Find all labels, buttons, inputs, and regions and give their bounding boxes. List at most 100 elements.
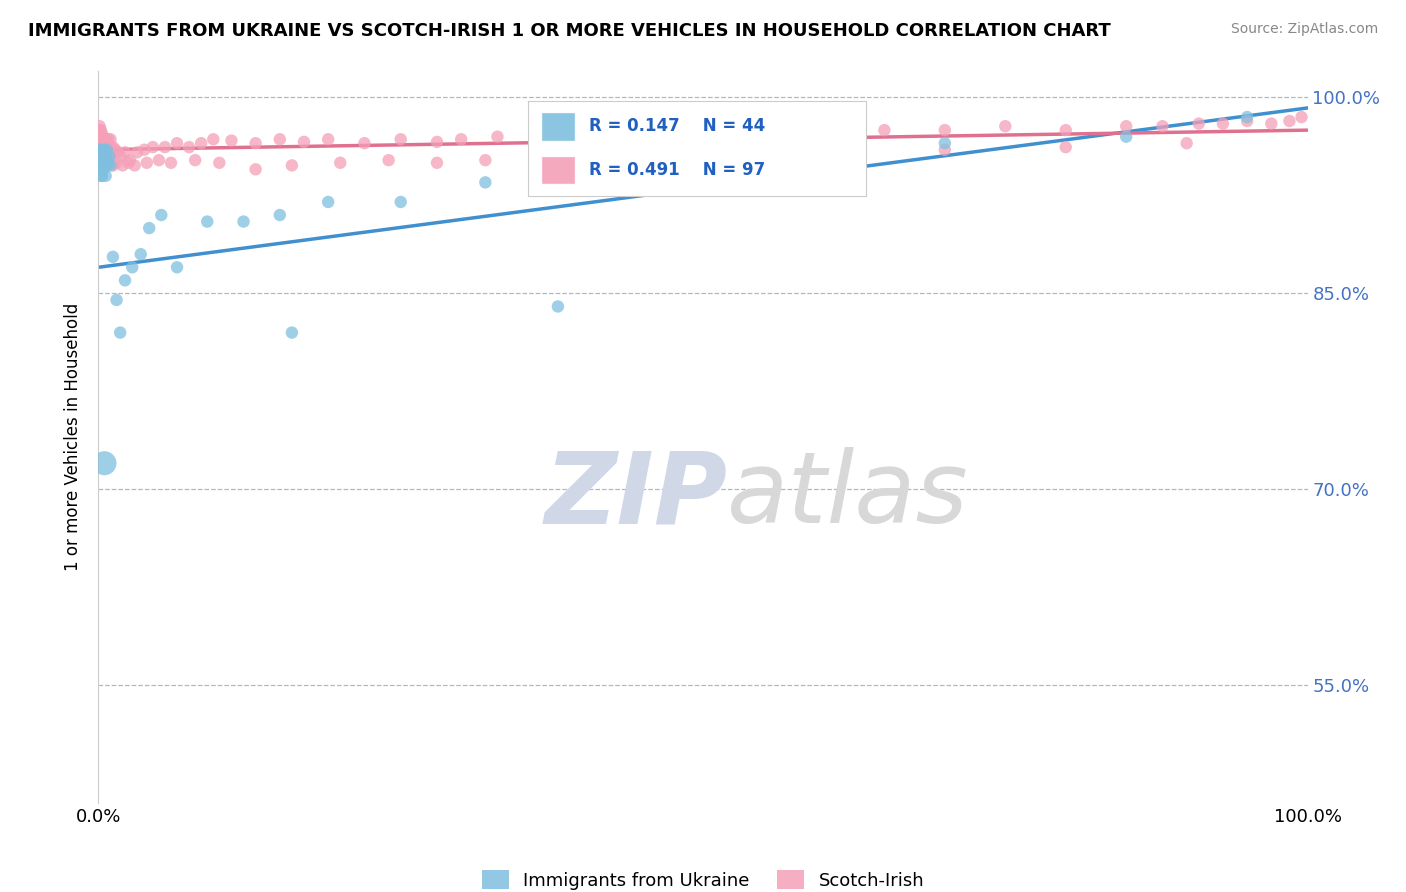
Point	[1260, 117, 1282, 131]
Point	[111, 158, 134, 172]
Text: Source: ZipAtlas.com: Source: ZipAtlas.com	[1230, 22, 1378, 37]
Point	[1291, 110, 1313, 124]
Point	[100, 132, 122, 146]
Point	[1278, 114, 1301, 128]
Point	[1175, 136, 1198, 151]
Legend: Immigrants from Ukraine, Scotch-Irish: Immigrants from Ukraine, Scotch-Irish	[475, 863, 931, 892]
Point	[692, 127, 714, 141]
Point	[1188, 117, 1211, 131]
Point	[934, 123, 956, 137]
Point	[93, 143, 115, 157]
Point	[91, 145, 114, 160]
Point	[90, 143, 112, 157]
Point	[98, 149, 121, 163]
Point	[91, 158, 114, 172]
Point	[148, 153, 170, 168]
Point	[114, 273, 136, 287]
Point	[190, 136, 212, 151]
Point	[281, 326, 304, 340]
Point	[101, 158, 124, 172]
Point	[91, 129, 114, 144]
Point	[91, 138, 114, 153]
Point	[104, 143, 127, 157]
Point	[91, 136, 114, 151]
Point	[619, 153, 641, 168]
Point	[107, 145, 129, 160]
Point	[94, 145, 117, 160]
Point	[138, 221, 160, 235]
Point	[389, 132, 412, 146]
Point	[269, 208, 291, 222]
Point	[813, 127, 835, 141]
Text: atlas: atlas	[727, 447, 969, 544]
Point	[142, 140, 165, 154]
Point	[91, 162, 114, 177]
Point	[96, 132, 118, 146]
Point	[245, 136, 267, 151]
Point	[91, 145, 114, 160]
Point	[89, 162, 111, 177]
Point	[87, 123, 110, 137]
Point	[752, 123, 775, 137]
Point	[118, 156, 141, 170]
Point	[96, 158, 118, 172]
Point	[474, 175, 496, 189]
Point	[94, 169, 117, 183]
Point	[93, 153, 115, 168]
Point	[377, 153, 399, 168]
Point	[595, 129, 617, 144]
Point	[90, 143, 112, 157]
Point	[93, 132, 115, 146]
Point	[89, 143, 111, 157]
Point	[934, 143, 956, 157]
Point	[134, 143, 156, 157]
Point	[124, 158, 146, 172]
Point	[547, 132, 569, 146]
Text: IMMIGRANTS FROM UKRAINE VS SCOTCH-IRISH 1 OR MORE VEHICLES IN HOUSEHOLD CORRELAT: IMMIGRANTS FROM UKRAINE VS SCOTCH-IRISH …	[28, 22, 1111, 40]
Point	[100, 158, 122, 172]
Point	[994, 120, 1017, 134]
Point	[1212, 117, 1234, 131]
Point	[93, 156, 115, 170]
Point	[114, 145, 136, 160]
Point	[98, 140, 121, 154]
Point	[93, 143, 115, 157]
Point	[105, 293, 128, 307]
Point	[91, 127, 114, 141]
Point	[90, 169, 112, 183]
Point	[101, 140, 124, 154]
Point	[89, 156, 111, 170]
Point	[96, 143, 118, 157]
Point	[90, 132, 112, 146]
Point	[94, 156, 117, 170]
Point	[752, 149, 775, 163]
Point	[208, 156, 231, 170]
Point	[179, 140, 201, 154]
Point	[195, 214, 218, 228]
Point	[1236, 110, 1258, 124]
Point	[91, 149, 114, 163]
Point	[129, 247, 152, 261]
Point	[89, 120, 111, 134]
Point	[1054, 123, 1077, 137]
Point	[1115, 129, 1137, 144]
Point	[486, 129, 509, 144]
Point	[89, 129, 111, 144]
Point	[121, 260, 143, 275]
Point	[232, 214, 254, 228]
Point	[1152, 120, 1174, 134]
Point	[873, 123, 896, 137]
Point	[1115, 120, 1137, 134]
Point	[1236, 114, 1258, 128]
Point	[631, 127, 654, 141]
Point	[135, 156, 157, 170]
Point	[118, 153, 141, 168]
Point	[127, 145, 149, 160]
Point	[97, 153, 120, 168]
Point	[389, 194, 412, 209]
Point	[97, 143, 120, 157]
Point	[813, 145, 835, 160]
Point	[547, 300, 569, 314]
Point	[108, 149, 131, 163]
Point	[1054, 140, 1077, 154]
